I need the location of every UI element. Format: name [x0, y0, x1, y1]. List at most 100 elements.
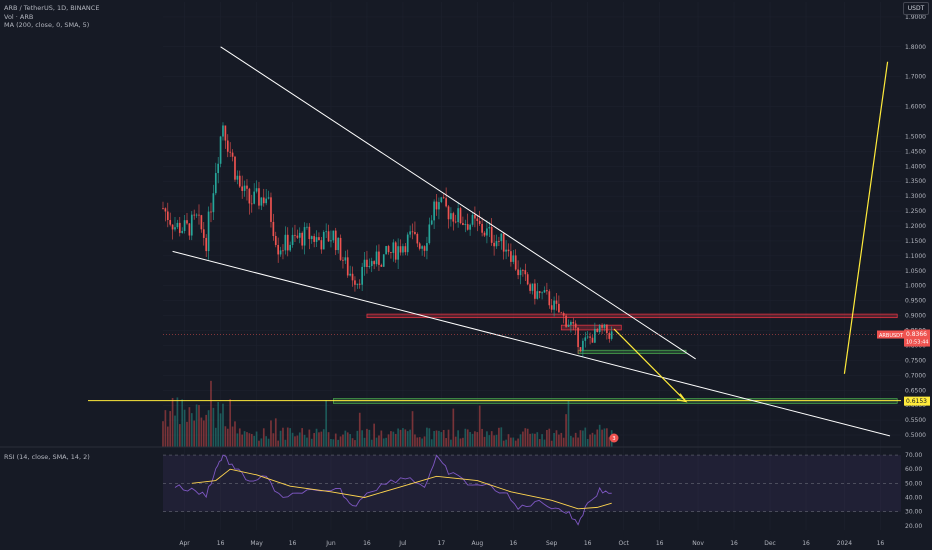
time-tick-label: 16 — [584, 540, 592, 547]
volume-bar — [390, 431, 392, 447]
candle-body — [572, 321, 575, 324]
candle-body — [586, 336, 589, 338]
ma-indicator-label[interactable]: MA (200, close, 0, SMA, 5) — [4, 21, 90, 29]
level-tag-box — [904, 396, 930, 406]
candle-body — [414, 231, 416, 234]
volume-bar — [219, 413, 222, 447]
volume-bar — [483, 436, 486, 447]
time-tick-label: 16 — [289, 540, 297, 547]
candle-body — [327, 231, 330, 242]
volume-bar — [231, 426, 234, 447]
candle-body — [562, 313, 565, 316]
candle-body — [529, 284, 531, 291]
volume-bar — [325, 400, 327, 447]
volume-bar — [440, 432, 443, 447]
volume-bar — [183, 409, 186, 447]
rsi-tick-label: 60.00 — [905, 466, 922, 473]
rsi-line — [174, 454, 612, 526]
price-tick-label: 1.1000 — [905, 253, 926, 260]
candle-body — [265, 198, 268, 204]
volume-bar — [272, 433, 275, 447]
volume-bar — [507, 434, 510, 447]
volume-bar — [370, 439, 373, 447]
candle-body — [502, 233, 505, 252]
candle-body — [493, 242, 495, 247]
candle-body — [603, 324, 606, 328]
volume-indicator-label[interactable]: Vol · ARB — [4, 13, 34, 21]
candle-body — [361, 266, 363, 285]
candle-body — [483, 232, 486, 236]
currency-button[interactable]: USDT — [903, 2, 929, 15]
time-tick-label: 16 — [509, 540, 517, 547]
candle-body — [466, 224, 469, 230]
candle-body — [279, 250, 282, 255]
candle-body — [584, 337, 587, 341]
candle-body — [236, 175, 239, 180]
candle-body — [510, 251, 512, 262]
candle-body — [390, 252, 392, 253]
volume-bar — [253, 435, 256, 447]
volume-bar — [519, 434, 522, 447]
candle-body — [601, 325, 603, 328]
symbol-tag-box — [877, 330, 904, 339]
candle-body — [354, 280, 356, 285]
candle-body — [548, 291, 551, 306]
time-tick-label: 16 — [656, 540, 664, 547]
level-tag: 0.6153 — [906, 398, 927, 405]
candle-body — [294, 234, 296, 236]
volume-bar — [217, 402, 220, 447]
volume-bar — [512, 437, 515, 447]
volume-bar — [265, 436, 268, 447]
volume-bar — [308, 429, 311, 447]
volume-bar — [514, 440, 517, 447]
candle-body — [200, 215, 203, 230]
volume-bar — [366, 428, 368, 447]
volume-bar — [457, 430, 459, 447]
candle-body — [282, 250, 284, 252]
volume-bar — [234, 421, 236, 447]
candle-body — [421, 246, 423, 249]
candle-body — [512, 255, 515, 262]
time-tick-label: 16 — [217, 540, 225, 547]
chart-title: ARB / TetherUS, 1D, BINANCE — [4, 4, 100, 12]
candle-body — [385, 246, 387, 255]
volume-bar — [351, 438, 354, 447]
volume-bar — [332, 439, 335, 447]
candle-body — [174, 227, 176, 230]
price-tick-label: 0.9500 — [905, 298, 926, 305]
volume-bar — [327, 432, 330, 447]
volume-bar — [294, 436, 296, 447]
candle-body — [579, 347, 582, 352]
candle-body — [560, 312, 563, 314]
candle-body — [241, 186, 244, 191]
candle-body — [411, 231, 414, 233]
candle-body — [471, 214, 474, 225]
candle-body — [394, 242, 397, 260]
candle-body — [495, 241, 498, 247]
volume-bar — [601, 429, 603, 447]
price-tags: ARBUSDT 0.8366 10:53:44 0.6153 3 — [163, 329, 930, 443]
candle-body — [315, 237, 318, 242]
volume-bars — [162, 380, 613, 447]
volume-bar — [560, 432, 563, 447]
rsi-tick-label: 50.00 — [905, 480, 922, 487]
volume-bar — [397, 428, 399, 447]
volume-bar — [452, 408, 455, 447]
last-price-box — [904, 329, 930, 347]
candle-body — [342, 259, 344, 261]
volume-bar — [241, 434, 244, 447]
rsi-indicator-label[interactable]: RSI (14, close, SMA, 14, 2) — [4, 453, 90, 461]
time-tick-label: Nov — [692, 540, 704, 547]
candle-body — [397, 246, 399, 260]
time-tick-label: 16 — [802, 540, 810, 547]
volume-bar — [481, 428, 483, 447]
volume-bar — [174, 415, 176, 447]
time-tick-label: 16 — [363, 540, 371, 547]
candle-body — [330, 240, 332, 242]
volume-bar — [198, 405, 200, 447]
volume-bar — [548, 428, 551, 447]
volume-bar — [392, 431, 395, 447]
volume-bar — [546, 429, 548, 447]
alert-badge-icon — [609, 433, 619, 443]
